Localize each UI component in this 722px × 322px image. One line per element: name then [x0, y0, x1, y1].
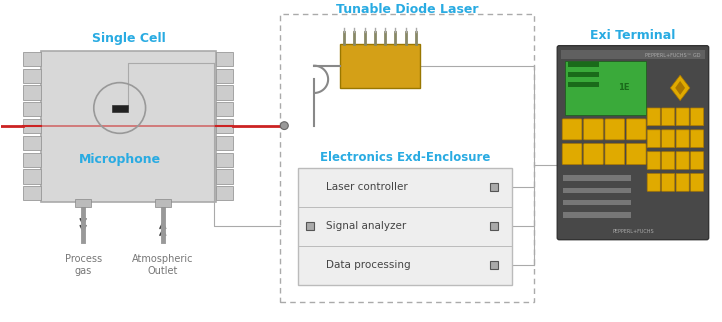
FancyBboxPatch shape	[690, 108, 704, 126]
Bar	[216, 102, 233, 116]
Bar	[23, 169, 41, 184]
Bar	[155, 199, 170, 206]
FancyBboxPatch shape	[676, 130, 690, 147]
FancyBboxPatch shape	[647, 152, 661, 169]
FancyBboxPatch shape	[676, 108, 690, 126]
Text: Laser controller: Laser controller	[326, 182, 408, 192]
Text: PEPPERL+FUCHS: PEPPERL+FUCHS	[612, 229, 653, 234]
Text: Signal analyzer: Signal analyzer	[326, 221, 406, 231]
FancyBboxPatch shape	[557, 46, 709, 240]
Bar	[280, 14, 534, 302]
Bar	[112, 105, 128, 112]
Bar	[23, 153, 41, 167]
Bar	[23, 136, 41, 150]
Bar	[75, 199, 91, 206]
Bar	[568, 82, 599, 87]
Bar	[298, 167, 513, 285]
Bar	[563, 175, 631, 181]
FancyBboxPatch shape	[562, 119, 582, 140]
Bar	[490, 183, 498, 191]
FancyBboxPatch shape	[661, 130, 675, 147]
Bar	[216, 119, 233, 133]
FancyBboxPatch shape	[676, 174, 690, 191]
Bar	[23, 52, 41, 66]
Text: Data processing: Data processing	[326, 260, 411, 270]
Bar	[23, 85, 41, 99]
FancyBboxPatch shape	[690, 174, 704, 191]
FancyBboxPatch shape	[627, 144, 646, 165]
Bar	[565, 61, 646, 115]
FancyBboxPatch shape	[627, 119, 646, 140]
Bar	[23, 102, 41, 116]
Bar	[216, 153, 233, 167]
Bar	[23, 186, 41, 200]
Bar	[306, 222, 314, 230]
Bar	[490, 222, 498, 230]
Bar	[216, 186, 233, 200]
FancyBboxPatch shape	[690, 130, 704, 147]
Bar	[561, 50, 705, 59]
FancyBboxPatch shape	[583, 119, 604, 140]
Circle shape	[280, 122, 288, 129]
FancyBboxPatch shape	[661, 108, 675, 126]
Bar	[216, 69, 233, 83]
Bar	[216, 52, 233, 66]
Text: Tunable Diode Laser: Tunable Diode Laser	[336, 4, 479, 16]
Text: Microphone: Microphone	[79, 153, 161, 166]
Bar	[563, 188, 631, 193]
Text: Single Cell: Single Cell	[92, 32, 165, 45]
FancyBboxPatch shape	[605, 119, 625, 140]
FancyBboxPatch shape	[647, 174, 661, 191]
Text: Process
gas: Process gas	[64, 254, 102, 276]
Polygon shape	[671, 75, 690, 100]
Bar	[568, 72, 599, 77]
Bar	[563, 213, 631, 218]
FancyBboxPatch shape	[583, 144, 604, 165]
Bar	[216, 169, 233, 184]
Bar	[216, 136, 233, 150]
Bar	[23, 69, 41, 83]
Bar	[563, 200, 631, 205]
FancyBboxPatch shape	[661, 174, 675, 191]
Bar	[216, 85, 233, 99]
FancyBboxPatch shape	[605, 144, 625, 165]
Text: PEPPERL+FUCHS™ GD: PEPPERL+FUCHS™ GD	[645, 53, 700, 58]
FancyBboxPatch shape	[661, 152, 675, 169]
FancyBboxPatch shape	[647, 108, 661, 126]
Bar	[41, 51, 216, 202]
Bar	[490, 261, 498, 269]
FancyBboxPatch shape	[562, 144, 582, 165]
FancyBboxPatch shape	[676, 152, 690, 169]
Text: Exi Terminal: Exi Terminal	[591, 29, 676, 42]
Bar	[568, 62, 599, 67]
Text: 1E: 1E	[618, 83, 630, 92]
Polygon shape	[675, 81, 685, 95]
Bar	[340, 44, 419, 88]
FancyBboxPatch shape	[647, 130, 661, 147]
FancyBboxPatch shape	[690, 152, 704, 169]
Text: Electronics Exd-Enclosure: Electronics Exd-Enclosure	[320, 151, 490, 164]
Bar	[23, 119, 41, 133]
Text: Atmospheric
Outlet: Atmospheric Outlet	[132, 254, 193, 276]
